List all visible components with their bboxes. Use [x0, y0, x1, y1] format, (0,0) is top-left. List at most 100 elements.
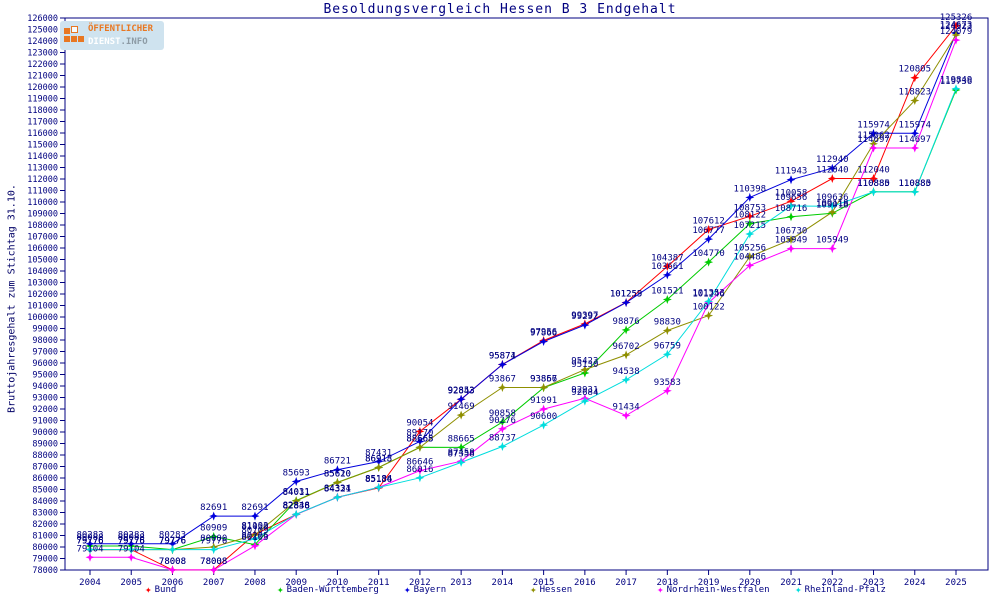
data-label: 119849 — [940, 76, 973, 86]
data-label: 109118 — [816, 199, 849, 209]
data-point — [85, 552, 95, 562]
data-label: 115062 — [857, 131, 890, 141]
data-label: 84321 — [324, 484, 351, 494]
data-label: 108122 — [734, 211, 767, 221]
data-label: 101259 — [610, 290, 643, 300]
data-label: 110058 — [775, 188, 808, 198]
series-rheinland-pfalz — [90, 88, 957, 551]
legend-label: Nordrhein-Westfalen — [666, 585, 770, 595]
series-labels-rheinland-pfalz: 79776 79776 79776 79776 80709 82848 84321 85184… — [76, 76, 972, 547]
data-label: 110885 — [857, 179, 890, 189]
legend-item-rheinland-pfalz: ✦ Rheinland-Pfalz — [795, 584, 886, 596]
legend-marker-icon: ✦ — [145, 583, 152, 596]
svg-text:81000: 81000 — [32, 532, 58, 542]
data-point — [910, 143, 920, 153]
plot-border — [64, 17, 989, 571]
series-markers-nordrhein-westfalen — [85, 35, 961, 575]
svg-text:105000: 105000 — [27, 256, 58, 266]
data-point — [786, 235, 796, 245]
data-label: 115974 — [899, 120, 932, 130]
data-label: 80283 — [159, 531, 186, 541]
data-point — [745, 219, 755, 229]
data-label: 90600 — [530, 412, 557, 422]
svg-text:98000: 98000 — [32, 336, 58, 346]
data-label: 105256 — [734, 244, 767, 254]
svg-text:82000: 82000 — [32, 520, 58, 530]
data-point — [539, 404, 549, 414]
data-label: 92843 — [448, 386, 475, 396]
svg-text:2011: 2011 — [368, 578, 390, 588]
data-label: 114697 — [899, 135, 932, 145]
data-point — [539, 337, 549, 346]
data-label: 95130 — [571, 360, 598, 370]
data-label: 90054 — [406, 418, 433, 428]
data-point — [539, 383, 549, 392]
data-point — [291, 477, 301, 486]
data-point — [374, 463, 384, 472]
data-point — [126, 552, 136, 562]
data-label: 124523 — [940, 22, 973, 32]
data-label: 85136 — [365, 475, 392, 485]
data-label: 107215 — [734, 221, 767, 231]
svg-text:120000: 120000 — [27, 83, 58, 93]
svg-text:113000: 113000 — [27, 164, 58, 174]
series-labels-baden-wuerttemberg: 80088 80088 797768090980206840318562086918… — [76, 77, 972, 547]
data-label: 90858 — [489, 409, 516, 419]
data-point — [786, 212, 796, 222]
data-point — [332, 492, 342, 502]
data-label: 88665 — [448, 434, 475, 444]
svg-text:85000: 85000 — [32, 486, 58, 496]
svg-text:91000: 91000 — [32, 417, 58, 427]
svg-text:106000: 106000 — [27, 244, 58, 254]
data-label: 125326 — [940, 13, 973, 23]
data-point — [786, 244, 796, 254]
data-label: 78008 — [200, 557, 227, 567]
data-label: 95871 — [489, 351, 516, 361]
svg-text:114000: 114000 — [27, 152, 58, 162]
data-label: 110880 — [857, 179, 890, 189]
svg-text:92000: 92000 — [32, 405, 58, 415]
data-point — [869, 143, 878, 153]
data-label: 85620 — [324, 469, 351, 479]
data-label: 106777 — [692, 226, 725, 236]
data-label: 104387 — [651, 254, 684, 264]
data-point — [910, 96, 920, 105]
data-label: 110880 — [899, 179, 932, 189]
data-label: 79776 — [159, 537, 186, 547]
data-point — [621, 298, 631, 308]
data-point — [250, 534, 260, 544]
data-point — [745, 252, 755, 262]
svg-text:101000: 101000 — [27, 302, 58, 312]
data-label: 92853 — [448, 386, 475, 396]
legend-item-baden-wuerttemberg: ✦ Baden-Württemberg — [277, 584, 379, 596]
data-label: 93867 — [489, 375, 516, 385]
series-nordrhein-westfalen — [90, 39, 957, 571]
svg-text:110000: 110000 — [27, 198, 58, 208]
data-label: 95423 — [571, 357, 598, 367]
data-label: 78008 — [159, 557, 186, 567]
data-label: 86913 — [365, 455, 392, 465]
data-label: 87458 — [448, 448, 475, 458]
series-labels-bayern: 80283 80283 80283 82691 82691 85693 86721 87431… — [76, 20, 972, 540]
series-labels-nordrhein-westfalen: 79104 79104 78008 78008 80103 82836 84321 85184… — [76, 27, 972, 567]
data-point — [580, 320, 590, 330]
svg-text:2018: 2018 — [656, 578, 678, 588]
data-point — [827, 174, 837, 183]
data-point — [662, 386, 672, 396]
data-label: 82836 — [283, 501, 310, 511]
data-point — [291, 496, 301, 506]
data-label: 108716 — [775, 204, 808, 214]
data-point — [951, 30, 961, 40]
data-label: 82848 — [283, 501, 310, 511]
site-logo[interactable]: ÖFFENTLICHER DIENST.INFO — [60, 21, 164, 50]
legend-label: Bayern — [413, 585, 447, 595]
data-label: 84011 — [283, 488, 310, 498]
chart-title: Besoldungsvergleich Hessen B 3 Endgehalt — [323, 2, 677, 17]
data-label: 79776 — [76, 537, 103, 547]
data-label: 96759 — [654, 341, 681, 351]
data-point — [745, 211, 755, 221]
data-point — [951, 84, 961, 94]
data-label: 80283 — [118, 531, 145, 541]
legend-item-bayern: ✦ Bayern — [404, 584, 446, 596]
